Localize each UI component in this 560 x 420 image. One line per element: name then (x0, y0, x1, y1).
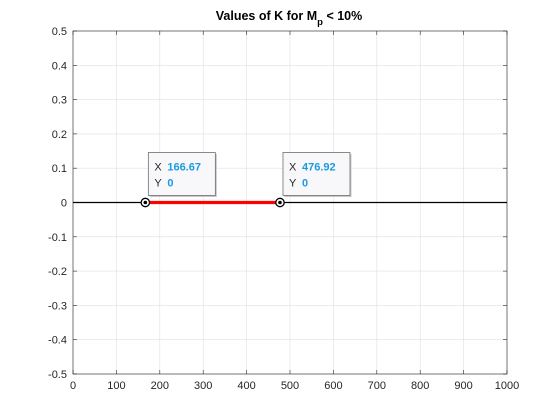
datatip-y-key: Y (154, 178, 162, 190)
datatip: X 166.67 Y 0 (140, 152, 217, 208)
datatip: X 476.92 Y 0 (275, 152, 352, 208)
datatip-y-value: 0 (167, 178, 173, 190)
y-tick-label: -0.2 (48, 266, 67, 278)
datatip-x-value: 166.67 (167, 162, 201, 174)
ticks: 0 100 200 300 400 500 600 700 800 900 1000 0.5 0.4 0.… (48, 26, 519, 392)
y-tick-label: 0.1 (52, 163, 67, 175)
datatip-x-key: X (154, 162, 162, 174)
y-tick-label: -0.3 (48, 300, 67, 312)
x-tick-label: 700 (368, 380, 386, 392)
title-subscript: p (317, 17, 323, 28)
datatips: X 166.67Y 0X 476.92Y 0 (140, 152, 352, 208)
x-tick-label: 500 (281, 380, 299, 392)
x-tick-label: 600 (324, 380, 342, 392)
y-tick-label: 0 (61, 198, 67, 210)
y-tick-label: 0.4 (52, 60, 67, 72)
y-tick-label: -0.5 (48, 369, 67, 381)
x-tick-label: 800 (411, 380, 429, 392)
x-tick-label: 400 (237, 380, 255, 392)
title-suffix: < 10% (323, 9, 362, 23)
x-tick-label: 1000 (495, 380, 519, 392)
x-tick-label: 100 (107, 380, 125, 392)
chart-title: Values of K for Mp < 10% (216, 9, 362, 28)
x-tick-label: 900 (454, 380, 472, 392)
x-tick-label: 0 (70, 380, 76, 392)
y-tick-label: 0.3 (52, 95, 67, 107)
y-tick-label: -0.4 (48, 335, 67, 347)
datatip-marker-dot (143, 200, 148, 205)
datatip-box (282, 152, 351, 196)
datatip-x-key: X (289, 162, 297, 174)
datatip-y-key: Y (289, 178, 297, 190)
datatip-x-value: 476.92 (302, 162, 336, 174)
datatip-marker-dot (278, 200, 282, 205)
datatip-y-value: 0 (302, 178, 308, 190)
y-tick-label: 0.5 (52, 26, 67, 38)
x-tick-label: 300 (194, 380, 212, 392)
y-tick-label: -0.1 (48, 232, 67, 244)
datatip-box (147, 152, 216, 196)
y-tick-label: 0.2 (52, 129, 67, 141)
x-tick-label: 200 (151, 380, 169, 392)
